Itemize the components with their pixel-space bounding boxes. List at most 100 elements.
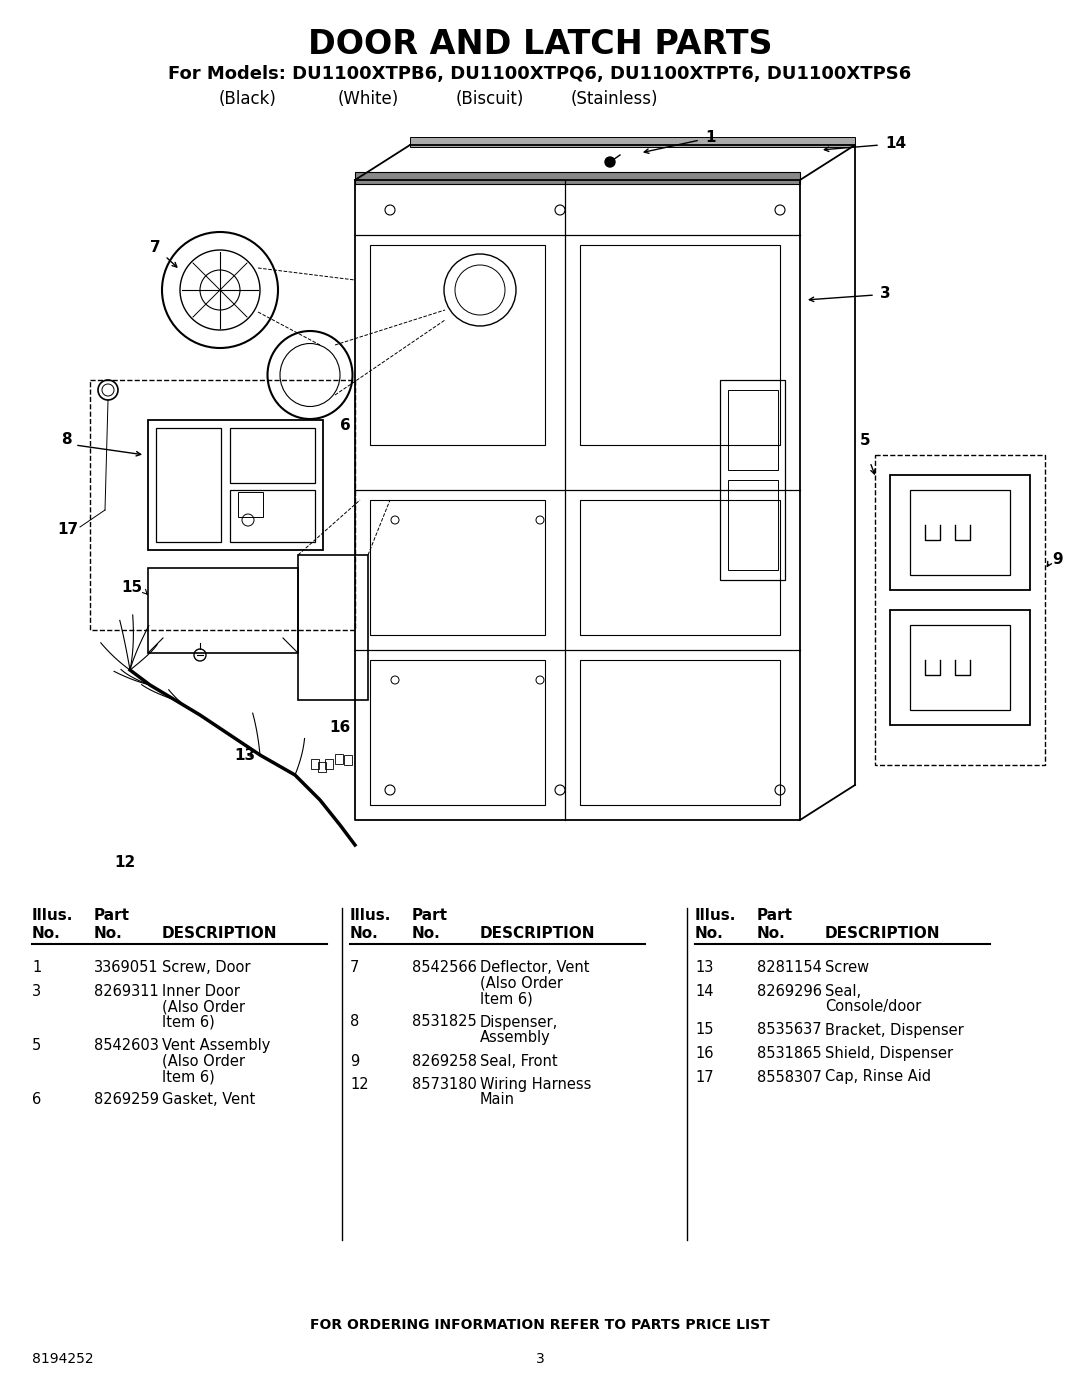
Text: 7: 7 [350,960,360,975]
Bar [370,244,545,446]
Circle shape [605,156,615,168]
Bar [355,172,800,184]
Text: (Black): (Black) [219,89,276,108]
Text: 3: 3 [32,983,41,999]
Bar [298,555,368,700]
Text: 3: 3 [536,1352,544,1366]
Text: 9: 9 [350,1053,360,1069]
Bar [728,390,778,469]
Text: 15: 15 [121,580,141,595]
Bar [580,500,780,636]
Text: 8269258: 8269258 [411,1053,477,1069]
Text: 8194252: 8194252 [32,1352,94,1366]
Bar [230,490,315,542]
Text: No.: No. [696,926,724,942]
Text: (Stainless): (Stainless) [570,89,658,108]
Text: Shield, Dispenser: Shield, Dispenser [825,1046,954,1060]
Text: Seal, Front: Seal, Front [480,1053,557,1069]
Text: 17: 17 [696,1070,714,1084]
Text: (Also Order: (Also Order [162,999,245,1014]
Text: Item 6): Item 6) [480,990,532,1006]
Text: 9: 9 [1052,552,1063,567]
Text: Seal,: Seal, [825,983,861,999]
Text: 6: 6 [32,1092,41,1108]
Text: 7: 7 [150,240,160,256]
Bar [148,569,298,652]
Bar [370,659,545,805]
Bar [370,500,545,636]
Bar [728,481,778,570]
Text: DESCRIPTION: DESCRIPTION [825,926,941,942]
Text: 3369051: 3369051 [94,960,159,975]
Text: 8535637: 8535637 [757,1023,822,1038]
Bar [343,756,352,766]
Text: Inner Door: Inner Door [162,983,240,999]
Text: 8573180: 8573180 [411,1077,477,1092]
Text: 8269259: 8269259 [94,1092,159,1108]
Text: 14: 14 [696,983,714,999]
Bar [230,427,315,483]
Text: (Also Order: (Also Order [480,975,563,990]
Text: Screw, Door: Screw, Door [162,960,251,975]
Text: 1: 1 [705,130,715,145]
Text: Illus.: Illus. [696,908,737,923]
Text: (White): (White) [337,89,399,108]
Text: DESCRIPTION: DESCRIPTION [162,926,278,942]
Text: 6: 6 [340,418,351,433]
Text: Item 6): Item 6) [162,1069,215,1084]
Text: Vent Assembly: Vent Assembly [162,1038,270,1053]
Bar [875,455,1045,766]
Bar [580,244,780,446]
Text: 17: 17 [57,522,79,538]
Bar [238,492,264,517]
Text: Illus.: Illus. [350,908,391,923]
Text: 14: 14 [885,136,906,151]
Text: 8: 8 [350,1014,360,1030]
Text: No.: No. [32,926,60,942]
Bar [319,761,326,771]
Bar [890,475,1030,590]
Text: 12: 12 [114,855,136,870]
Text: Main: Main [480,1092,515,1108]
Text: Item 6): Item 6) [162,1014,215,1030]
Bar [910,624,1010,710]
Text: 13: 13 [234,747,255,763]
Text: Assembly: Assembly [480,1030,551,1045]
Text: 5: 5 [860,433,870,448]
Text: 8531865: 8531865 [757,1046,822,1060]
Text: 8269311: 8269311 [94,983,159,999]
Text: No.: No. [757,926,786,942]
Text: 16: 16 [696,1046,714,1060]
Text: No.: No. [350,926,379,942]
Text: 8269296: 8269296 [757,983,822,999]
Bar [148,420,323,550]
Bar [890,610,1030,725]
Bar [156,427,221,542]
Text: Dispenser,: Dispenser, [480,1014,558,1030]
Text: 8542603: 8542603 [94,1038,159,1053]
Bar [910,490,1010,576]
Text: Bracket, Dispenser: Bracket, Dispenser [825,1023,963,1038]
Text: 8: 8 [62,433,72,447]
Bar [410,137,855,147]
Bar [580,659,780,805]
Text: Part: Part [94,908,130,923]
Text: Cap, Rinse Aid: Cap, Rinse Aid [825,1070,931,1084]
Text: No.: No. [94,926,123,942]
Text: Gasket, Vent: Gasket, Vent [162,1092,255,1108]
Text: For Models: DU1100XTPB6, DU1100XTPQ6, DU1100XTPT6, DU1100XTPS6: For Models: DU1100XTPB6, DU1100XTPQ6, DU… [168,66,912,82]
Text: 1: 1 [32,960,41,975]
Text: Wiring Harness: Wiring Harness [480,1077,592,1092]
Text: 13: 13 [696,960,714,975]
Text: Part: Part [757,908,793,923]
Text: Part: Part [411,908,448,923]
Text: DESCRIPTION: DESCRIPTION [480,926,595,942]
Text: Console/door: Console/door [825,999,921,1014]
Text: 8542566: 8542566 [411,960,477,975]
Text: Deflector, Vent: Deflector, Vent [480,960,590,975]
Bar [90,380,355,630]
Text: 5: 5 [32,1038,41,1053]
Text: 16: 16 [329,719,351,735]
Text: 8281154: 8281154 [757,960,822,975]
Text: (Also Order: (Also Order [162,1053,245,1069]
